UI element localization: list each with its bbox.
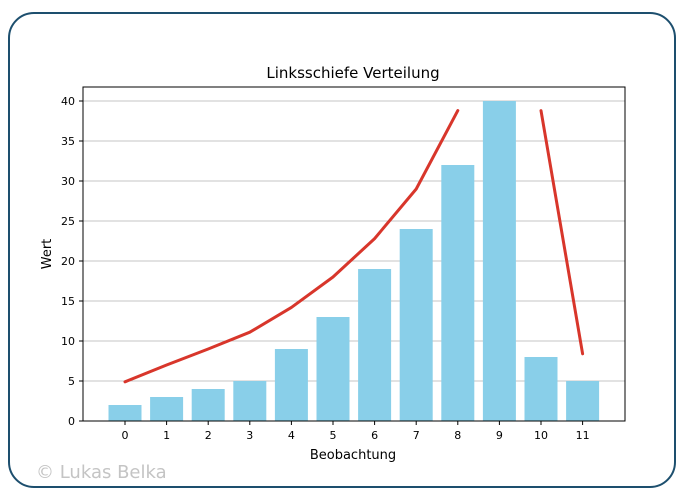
- bar: [399, 229, 433, 421]
- y-axis: 0 5 10 15 20 25 30 35 40: [61, 95, 83, 428]
- curve-layer: [123, 109, 585, 384]
- bar: [233, 381, 267, 421]
- x-tick-label: 10: [534, 429, 548, 442]
- trend-curve: [539, 109, 585, 356]
- x-axis: 0 1 2 3 4 5 6 7 8 9 10 11: [122, 421, 590, 442]
- bar: [274, 349, 308, 421]
- y-tick-label: 30: [61, 175, 75, 188]
- bar: [316, 317, 350, 421]
- plot-area-border: [82, 86, 626, 422]
- bars-layer: [108, 101, 600, 421]
- bar: [191, 389, 225, 421]
- chart-title: Linksschiefe Verteilung: [266, 64, 439, 82]
- bar: [524, 357, 558, 421]
- y-axis-label: Wert: [40, 239, 55, 270]
- x-tick-label: 1: [163, 429, 170, 442]
- y-tick-label: 5: [68, 375, 75, 388]
- x-tick-label: 7: [413, 429, 420, 442]
- bar: [150, 397, 184, 421]
- x-tick-label: 8: [454, 429, 461, 442]
- trend-curve: [123, 109, 460, 384]
- watermark: © Lukas Belka: [36, 462, 167, 483]
- bar: [482, 101, 516, 421]
- x-tick-label: 11: [576, 429, 590, 442]
- bar: [358, 269, 392, 421]
- x-tick-label: 6: [371, 429, 378, 442]
- bar: [108, 405, 142, 421]
- x-tick-label: 0: [122, 429, 129, 442]
- y-tick-label: 25: [61, 215, 75, 228]
- x-tick-label: 5: [330, 429, 337, 442]
- y-tick-label: 40: [61, 95, 75, 108]
- x-tick-label: 2: [205, 429, 212, 442]
- y-tick-label: 10: [61, 335, 75, 348]
- bar: [566, 381, 600, 421]
- x-tick-label: 4: [288, 429, 295, 442]
- y-tick-label: 0: [68, 415, 75, 428]
- y-tick-label: 35: [61, 135, 75, 148]
- x-tick-label: 3: [246, 429, 253, 442]
- x-tick-label: 9: [496, 429, 503, 442]
- y-tick-label: 15: [61, 295, 75, 308]
- bar: [441, 165, 475, 421]
- y-tick-label: 20: [61, 255, 75, 268]
- x-axis-label: Beobachtung: [310, 448, 396, 463]
